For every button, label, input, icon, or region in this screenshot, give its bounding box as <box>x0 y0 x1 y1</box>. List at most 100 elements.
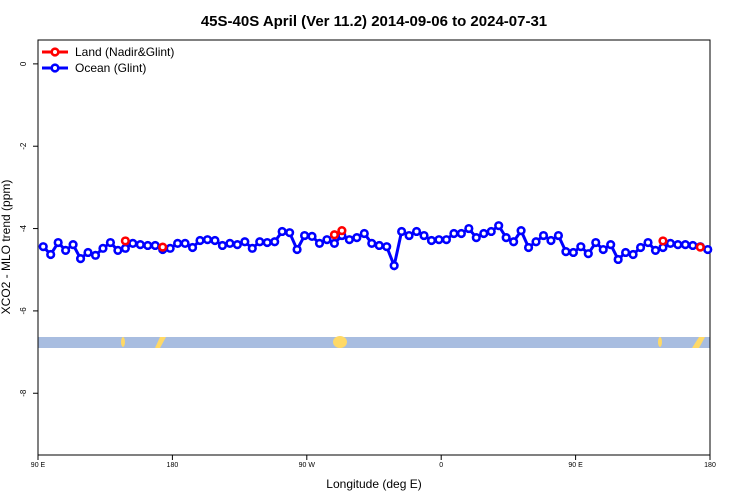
data-point <box>561 247 571 257</box>
data-point <box>583 249 593 259</box>
legend-marker <box>50 63 60 73</box>
data-point <box>329 238 340 248</box>
data-point <box>673 240 683 250</box>
data-point <box>307 231 317 241</box>
data-point <box>344 235 354 245</box>
data-point <box>240 237 250 247</box>
data-point <box>434 235 444 245</box>
x-tick-label: 90 W <box>299 462 316 469</box>
data-point <box>598 244 608 255</box>
data-point <box>494 221 504 231</box>
data-point <box>665 238 676 248</box>
data-point <box>322 235 332 245</box>
data-point <box>546 235 556 246</box>
data-point <box>531 237 541 247</box>
data-point <box>553 230 564 241</box>
data-point <box>255 237 265 247</box>
y-axis-label: XCO2 - MLO trend (ppm) <box>0 180 13 315</box>
x-axis-label: Longitude (deg E) <box>326 477 421 491</box>
data-point <box>516 226 526 236</box>
data-point <box>75 254 86 264</box>
data-point <box>46 249 56 260</box>
data-point <box>359 228 369 239</box>
data-point <box>329 230 340 240</box>
data-point <box>135 240 145 250</box>
data-point <box>150 240 160 251</box>
data-point <box>337 226 347 236</box>
data-point <box>180 238 190 248</box>
data-point <box>382 242 392 252</box>
x-tick-label: 90 E <box>568 462 583 469</box>
data-point <box>314 238 325 248</box>
data-point <box>374 240 384 251</box>
data-point <box>479 228 489 239</box>
data-point <box>210 235 220 246</box>
y-tick-label: -6 <box>19 307 28 315</box>
data-point <box>397 226 407 237</box>
data-point <box>113 245 123 255</box>
data-point <box>61 245 71 255</box>
data-point <box>367 238 377 248</box>
data-point <box>225 238 235 248</box>
data-point <box>158 242 168 252</box>
data-point <box>120 236 130 246</box>
data-point <box>635 242 646 253</box>
data-point <box>426 235 437 246</box>
data-point <box>53 237 63 248</box>
data-point <box>247 243 257 253</box>
data-point <box>643 237 653 248</box>
data-point <box>389 261 399 271</box>
data-point <box>173 238 183 248</box>
data-point <box>165 243 175 253</box>
x-tick-label: 180 <box>167 462 179 469</box>
data-point <box>509 237 519 247</box>
data-point <box>695 242 705 252</box>
data-point <box>568 247 578 258</box>
data-point <box>501 233 511 243</box>
x-tick-label: 180 <box>704 462 716 469</box>
data-point <box>411 226 422 237</box>
chart-title: 45S-40S April (Ver 11.2) 2014-09-06 to 2… <box>201 13 547 30</box>
data-point <box>404 230 414 241</box>
data-point <box>606 240 616 250</box>
data-point <box>688 240 698 251</box>
y-tick-label: -4 <box>19 224 28 232</box>
data-point <box>105 237 116 248</box>
data-point <box>98 243 108 253</box>
data-point <box>187 242 198 253</box>
data-point <box>232 240 242 250</box>
data-point <box>471 233 481 243</box>
data-point <box>441 235 452 245</box>
data-point <box>680 240 690 250</box>
data-point <box>523 242 534 253</box>
y-tick-label: -2 <box>19 142 28 150</box>
data-point <box>538 230 549 241</box>
x-tick-label: 0 <box>439 462 443 469</box>
data-point <box>38 242 48 252</box>
data-point <box>292 244 302 255</box>
data-point <box>621 247 631 258</box>
data-point <box>628 249 638 260</box>
legend-label: Ocean (Glint) <box>75 61 146 75</box>
data-point <box>419 230 429 241</box>
data-point <box>591 237 601 248</box>
data-point <box>464 223 474 234</box>
data-point <box>128 238 138 248</box>
data-point <box>650 245 661 255</box>
data-point <box>456 228 466 239</box>
y-tick-label: -8 <box>19 389 28 397</box>
legend-label: Land (Nadir&Glint) <box>75 45 174 59</box>
data-point <box>576 242 586 252</box>
data-point <box>299 230 310 241</box>
data-point <box>270 237 280 247</box>
data-point <box>195 235 205 246</box>
data-point <box>285 228 295 238</box>
data-point <box>217 240 228 251</box>
y-tick-label: 0 <box>19 61 28 66</box>
data-point <box>658 236 668 246</box>
data-point <box>202 235 213 245</box>
data-point <box>449 228 459 239</box>
data-point <box>703 244 713 255</box>
land-mask <box>38 336 710 348</box>
